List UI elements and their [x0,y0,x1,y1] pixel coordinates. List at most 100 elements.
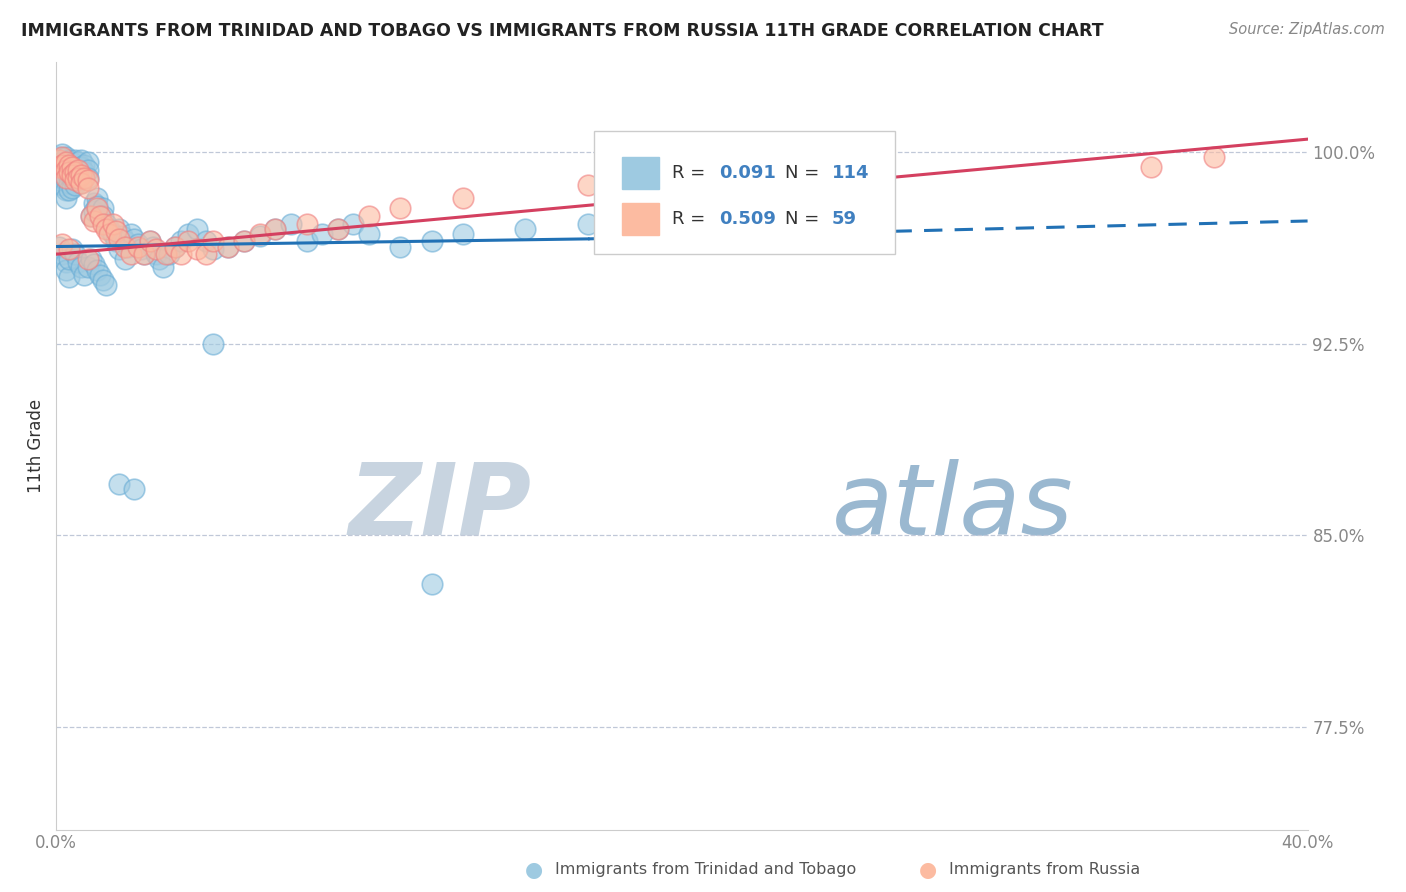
Point [67,162,90,177]
Point [1140,161,1163,175]
Point [127,237,149,252]
Point [60,162,83,177]
Text: atlas: atlas [832,458,1074,556]
Point [157,247,180,261]
Point [91,201,114,215]
Point [73,158,96,172]
Point [70,161,93,175]
Point [201,242,224,256]
Point [98,221,121,235]
Point [148,252,170,267]
Point [60,170,83,185]
Point [264,221,287,235]
Point [73,170,96,185]
Point [55,262,77,277]
Text: ●: ● [920,860,936,880]
Point [48,239,70,253]
Point [217,239,239,253]
Point [70,168,93,182]
Point [48,173,70,187]
Point [58,242,80,256]
Text: R =: R = [672,210,711,228]
Point [55,255,77,269]
Point [142,239,165,253]
Point [63,161,86,175]
Point [58,158,80,172]
Point [201,235,224,249]
Point [186,242,208,256]
Point [48,161,70,175]
Point [233,235,256,249]
Point [201,336,224,351]
Text: N =: N = [785,210,824,228]
Point [48,150,70,164]
Point [165,239,187,253]
Point [83,196,105,211]
Point [233,235,256,249]
Point [342,217,364,231]
FancyBboxPatch shape [621,157,659,189]
Point [359,227,381,241]
Point [55,162,77,177]
Point [101,227,124,241]
Point [60,155,83,169]
Point [73,268,96,282]
Point [76,252,98,267]
Point [63,153,86,167]
Point [139,235,162,249]
Point [58,168,80,182]
Point [67,173,90,187]
Point [91,217,114,231]
Point [79,209,101,223]
Text: ●: ● [526,860,543,880]
Point [67,162,90,177]
Point [76,173,98,187]
Point [67,255,90,269]
Point [145,242,167,256]
Point [1202,150,1225,164]
Point [249,229,271,244]
Point [86,199,108,213]
Point [671,221,693,235]
Point [48,153,70,167]
Point [67,155,90,169]
Point [326,221,349,235]
Point [129,242,152,256]
Point [51,178,73,193]
Point [58,165,80,179]
Point [67,170,90,185]
Point [170,235,193,249]
Point [60,180,83,194]
Point [83,214,105,228]
Point [114,235,136,249]
Text: N =: N = [785,164,824,182]
Point [576,178,599,193]
Point [76,260,98,274]
Point [70,260,93,274]
Point [96,221,118,235]
Point [55,155,77,169]
Point [89,209,111,223]
Point [295,235,318,249]
Point [51,150,73,164]
Point [55,158,77,172]
Point [117,239,139,253]
Point [152,260,174,274]
Point [79,209,101,223]
Point [420,235,443,249]
Point [51,162,73,177]
Point [51,237,73,252]
Point [176,235,198,249]
Point [111,229,134,244]
Point [104,235,127,249]
Text: Immigrants from Trinidad and Tobago: Immigrants from Trinidad and Tobago [555,863,856,877]
Point [155,247,177,261]
Point [249,227,271,241]
Point [145,247,167,261]
Point [311,227,333,241]
Point [60,242,83,256]
Text: 59: 59 [832,210,858,228]
Point [51,155,73,169]
Point [83,257,105,271]
Point [295,217,318,231]
